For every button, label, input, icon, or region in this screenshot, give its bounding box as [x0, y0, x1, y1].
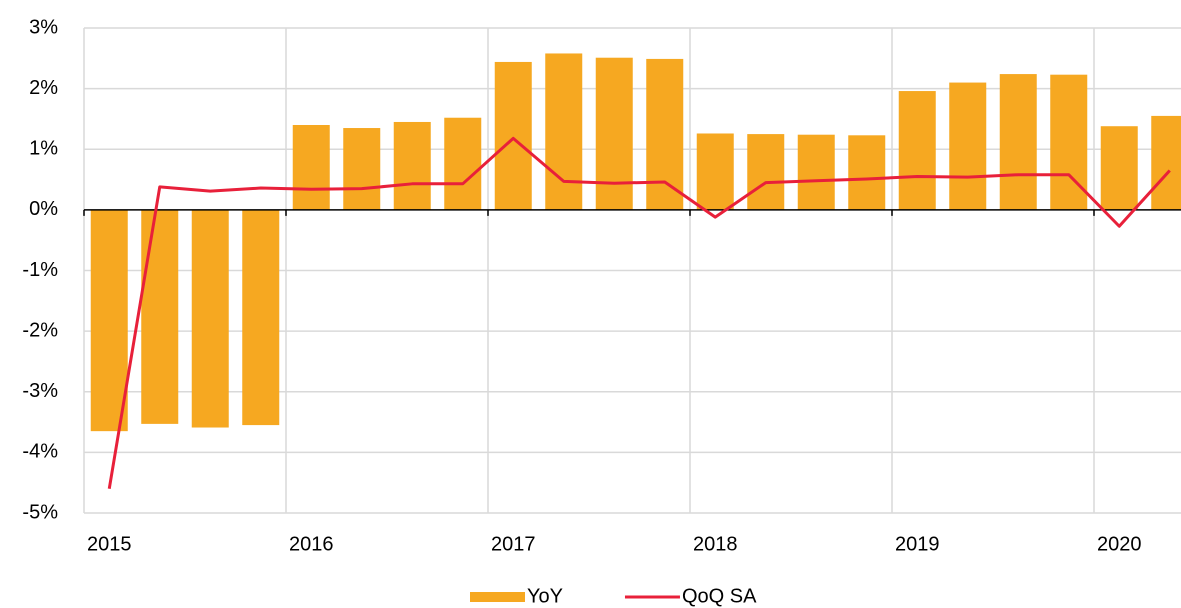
bar [393, 121, 431, 210]
bar [141, 209, 179, 424]
bar [494, 61, 532, 210]
x-tick-label: 2018 [693, 533, 738, 555]
y-tick-label: 3% [29, 16, 58, 38]
x-tick-label: 2016 [289, 533, 334, 555]
bar [545, 53, 583, 210]
bar [1151, 115, 1181, 210]
bar [898, 91, 936, 210]
x-tick-label: 2020 [1097, 533, 1142, 555]
bar [999, 74, 1037, 210]
legend-label: QoQ SA [682, 585, 757, 607]
bar [949, 82, 987, 210]
x-tick-label: 2015 [87, 533, 132, 555]
bar [1100, 126, 1138, 210]
bar [90, 209, 128, 432]
y-tick-label: 0% [29, 198, 58, 220]
bar [242, 209, 280, 426]
y-tick-label: -1% [22, 259, 58, 281]
bar [292, 125, 330, 210]
legend-label: YoY [527, 585, 563, 607]
y-tick-label: -2% [22, 319, 58, 341]
bar [797, 134, 835, 210]
bar [646, 58, 684, 210]
legend-swatch [470, 592, 525, 602]
x-tick-label: 2019 [895, 533, 940, 555]
line [107, 136, 1171, 489]
y-tick-label: -5% [22, 501, 58, 523]
y-tick-label: -4% [22, 441, 58, 463]
bar [696, 133, 734, 210]
x-tick-label: 2017 [491, 533, 536, 555]
y-tick-label: 2% [29, 77, 58, 99]
bar [595, 57, 633, 210]
y-tick-label: -3% [22, 380, 58, 402]
bar [191, 209, 229, 428]
bar [747, 134, 785, 210]
bar [343, 128, 381, 210]
y-tick-label: 1% [29, 138, 58, 160]
bar [848, 135, 886, 210]
bar [444, 117, 482, 210]
